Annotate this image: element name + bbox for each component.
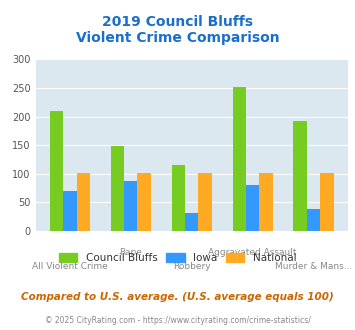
Text: Compared to U.S. average. (U.S. average equals 100): Compared to U.S. average. (U.S. average … xyxy=(21,292,334,302)
Text: Murder & Mans...: Murder & Mans... xyxy=(275,262,352,271)
Bar xyxy=(198,173,212,231)
Bar xyxy=(77,173,90,231)
Bar xyxy=(50,111,63,231)
Text: Rape: Rape xyxy=(119,248,142,257)
Text: Violent Crime Comparison: Violent Crime Comparison xyxy=(76,31,279,45)
Bar xyxy=(294,120,307,231)
Legend: Council Bluffs, Iowa, National: Council Bluffs, Iowa, National xyxy=(55,248,300,267)
Bar xyxy=(233,87,246,231)
Bar xyxy=(111,146,124,231)
Bar xyxy=(260,173,273,231)
Bar xyxy=(124,181,137,231)
Text: Robbery: Robbery xyxy=(173,262,211,271)
Bar xyxy=(246,185,260,231)
Text: Aggravated Assault: Aggravated Assault xyxy=(208,248,297,257)
Bar xyxy=(171,165,185,231)
Bar xyxy=(63,191,77,231)
Bar xyxy=(137,173,151,231)
Bar xyxy=(307,209,320,231)
Text: © 2025 CityRating.com - https://www.cityrating.com/crime-statistics/: © 2025 CityRating.com - https://www.city… xyxy=(45,315,310,325)
Bar xyxy=(185,213,198,231)
Text: 2019 Council Bluffs: 2019 Council Bluffs xyxy=(102,15,253,29)
Text: All Violent Crime: All Violent Crime xyxy=(32,262,108,271)
Bar xyxy=(320,173,334,231)
